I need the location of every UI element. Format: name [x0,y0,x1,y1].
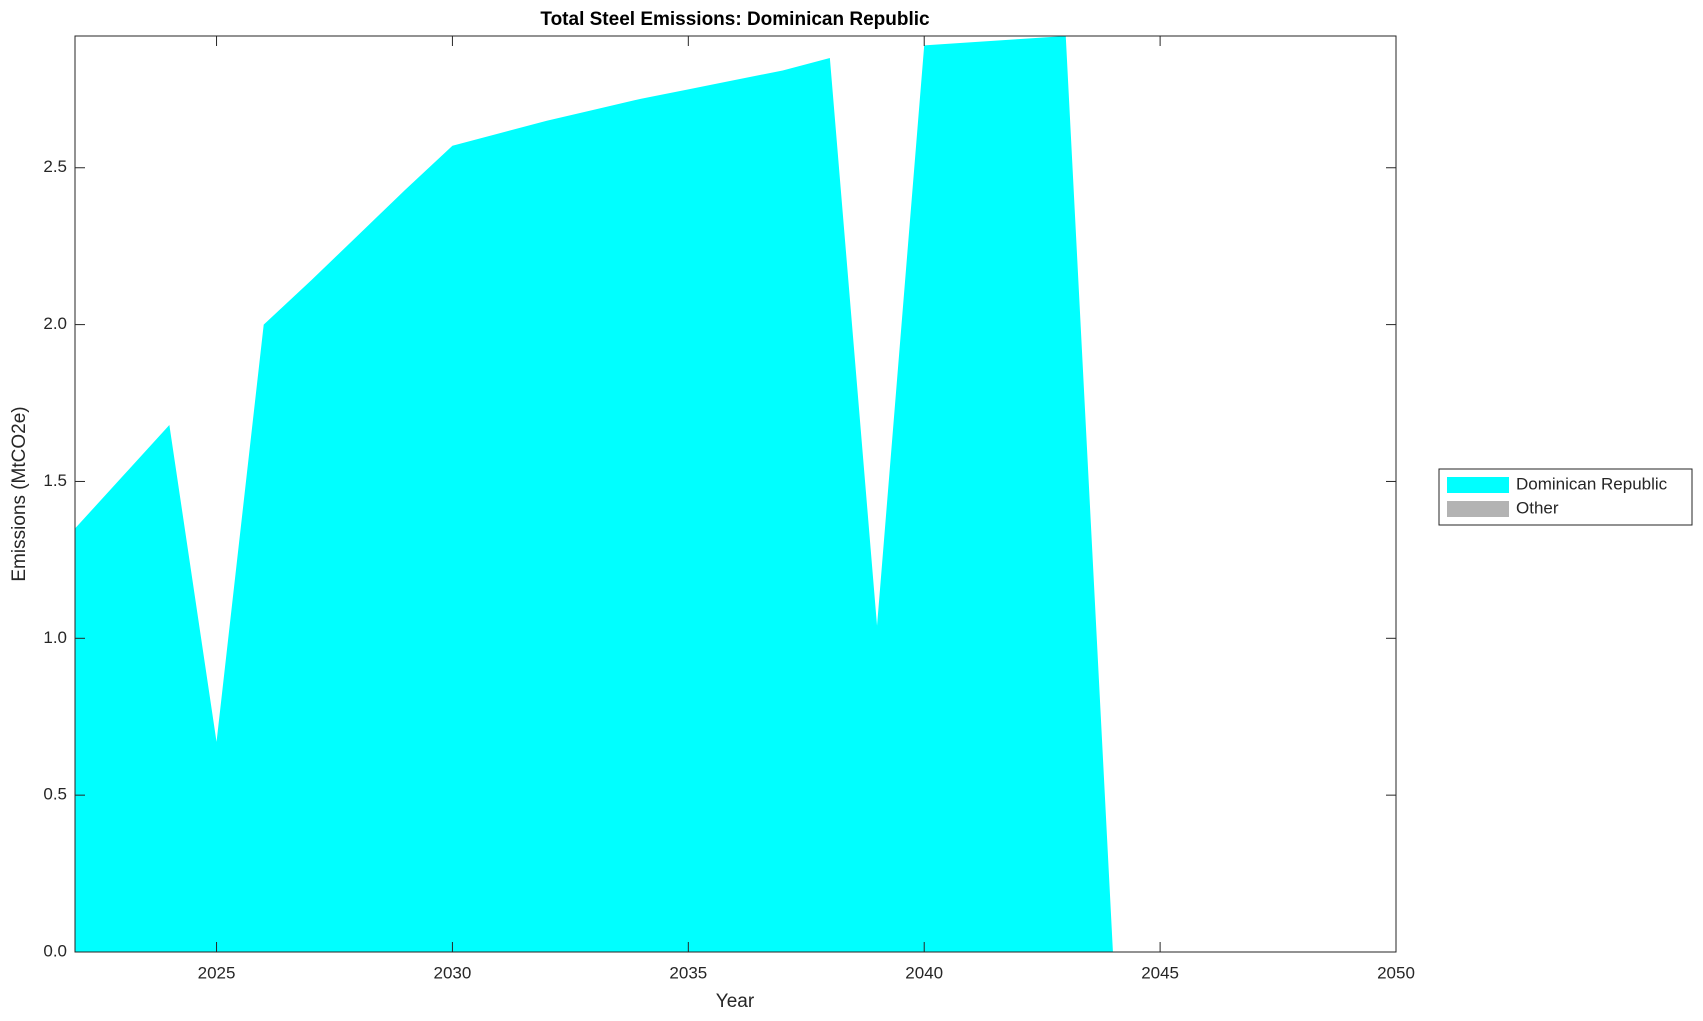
x-axis-label: Year [716,991,755,1012]
y-tick-label: 0.5 [43,785,67,804]
x-tick-label: 2035 [669,963,707,982]
plot-frame [74,35,1397,953]
x-tick-label: 2050 [1377,963,1415,982]
y-tick-label: 1.5 [43,471,67,490]
legend-swatch [1447,477,1509,493]
x-tick-label: 2025 [198,963,236,982]
x-tick-label: 2030 [434,963,472,982]
y-tick-label: 2.5 [43,157,67,176]
legend-swatch [1447,501,1509,517]
y-axis-label: Emissions (MtCO2e) [9,406,30,581]
legend-label: Other [1516,498,1559,517]
legend-label: Dominican Republic [1516,474,1668,493]
x-tick-label: 2045 [1141,963,1179,982]
y-tick-label: 1.0 [43,628,67,647]
y-tick-label: 2.0 [43,314,67,333]
x-tick-label: 2040 [905,963,943,982]
area [75,36,1113,952]
y-tick-label: 0.0 [43,941,67,960]
chart-title: Total Steel Emissions: Dominican Republi… [540,9,930,30]
